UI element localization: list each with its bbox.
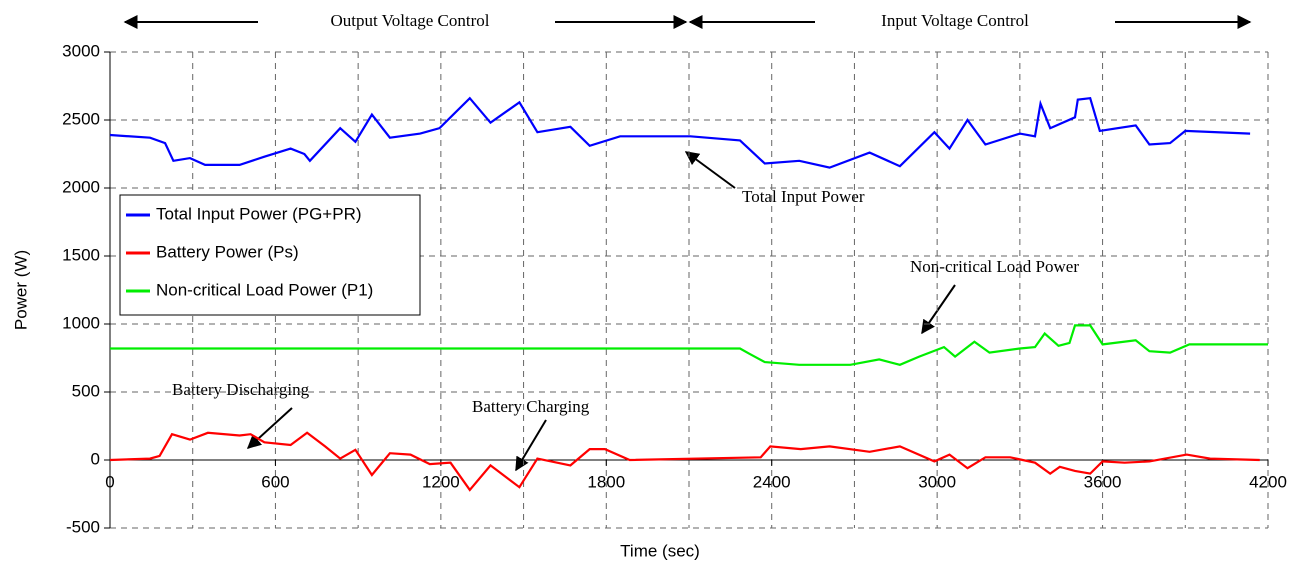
arrow xyxy=(246,407,293,449)
y-tick-label: 500 xyxy=(72,381,100,400)
y-tick-label: 2500 xyxy=(62,109,100,128)
y-tick-label: 1000 xyxy=(62,313,100,332)
annotation: Output Voltage Control xyxy=(331,11,490,30)
line-series xyxy=(109,96,1251,169)
y-tick-label: 1500 xyxy=(62,245,100,264)
arrow xyxy=(515,419,547,472)
legend-box xyxy=(119,194,421,316)
x-tick-label: 3600 xyxy=(1084,472,1122,491)
arrow xyxy=(921,284,956,335)
y-tick-label: 3000 xyxy=(62,41,100,60)
x-tick-label: 1200 xyxy=(422,472,460,491)
line-series xyxy=(109,431,1260,492)
y-axis-label: Power (W) xyxy=(11,250,30,330)
y-tick-label: 2000 xyxy=(62,177,100,196)
legend-label: Battery Power (Ps) xyxy=(156,242,299,261)
line-series xyxy=(110,324,1268,366)
legend-label: Total Input Power (PG+PR) xyxy=(156,204,362,223)
arrow xyxy=(684,151,736,189)
x-tick-label: 600 xyxy=(261,472,289,491)
annotation: Input Voltage Control xyxy=(881,11,1029,30)
annotation: Non-critical Load Power xyxy=(910,257,1079,276)
x-tick-label: 2400 xyxy=(753,472,791,491)
x-axis-label: Time (sec) xyxy=(620,541,700,560)
legend-label: Non-critical Load Power (P1) xyxy=(156,280,373,299)
annotation: Total Input Power xyxy=(742,187,865,206)
x-tick-label: 3000 xyxy=(918,472,956,491)
x-tick-label: 4200 xyxy=(1249,472,1287,491)
x-tick-label: 1800 xyxy=(587,472,625,491)
y-tick-label: 0 xyxy=(91,449,100,468)
y-tick-label: -500 xyxy=(66,517,100,536)
annotation-arrows xyxy=(123,15,1252,472)
annotation: Battery Charging xyxy=(472,397,590,416)
